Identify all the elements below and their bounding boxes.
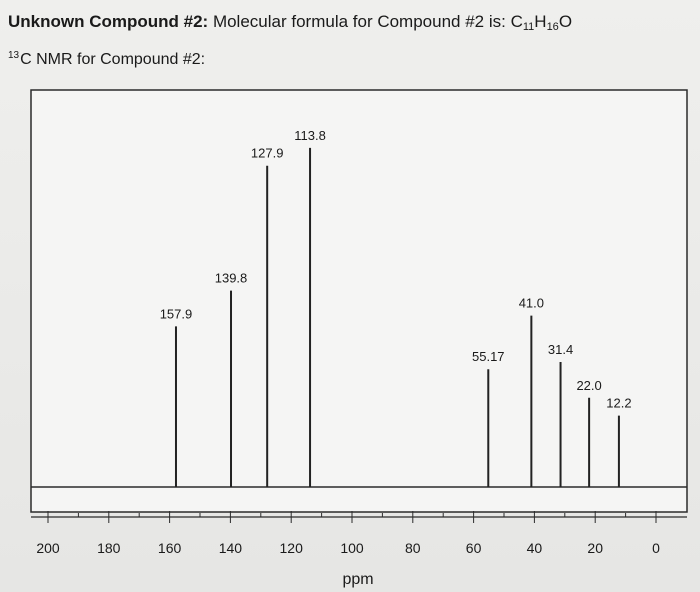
isotope-superscript: 13 <box>8 50 20 61</box>
spectrum-subtitle: 13C NMR for Compound #2: <box>8 50 205 69</box>
plot-area <box>30 89 688 513</box>
x-tick-label: 200 <box>36 540 60 556</box>
x-tick-label: 60 <box>466 540 482 556</box>
x-axis-label: ppm <box>342 571 373 588</box>
peak-label: 31.4 <box>548 342 573 357</box>
x-tick-label: 160 <box>158 540 182 556</box>
peak-label: 55.17 <box>472 349 505 364</box>
subtitle-text: C NMR for Compound #2: <box>20 51 206 68</box>
title-bold: Unknown Compound #2: <box>8 12 209 31</box>
formula-o: O <box>558 12 573 31</box>
peak-label: 22.0 <box>576 378 601 393</box>
page-title: Unknown Compound #2: Molecular formula f… <box>8 12 572 33</box>
x-axis: 200 180 160 140 120 100 80 60 40 20 0 <box>31 511 687 556</box>
peak-label: 139.8 <box>215 271 248 286</box>
x-tick-label: 180 <box>97 540 121 556</box>
peak-label: 12.2 <box>606 396 631 411</box>
x-tick-label: 140 <box>219 540 243 556</box>
peak-label: 127.9 <box>251 146 284 161</box>
x-tick-label: 120 <box>280 540 304 556</box>
peak-label: 41.0 <box>519 296 544 311</box>
x-tick-label: 20 <box>587 540 603 556</box>
x-tick-label: 80 <box>405 540 421 556</box>
peaks-group: 157.9 139.8 127.9 113.8 55.17 41.0 31.4 22.0 12.… <box>160 128 632 487</box>
peak-label: 113.8 <box>294 128 326 143</box>
formula-h: H <box>534 12 547 31</box>
title-text: Molecular formula for Compound #2 is: C <box>208 12 523 31</box>
x-tick-label: 40 <box>527 540 543 556</box>
x-tick-label: 100 <box>340 540 364 556</box>
peak-label: 157.9 <box>160 306 193 321</box>
formula-c-count: 11 <box>522 21 535 33</box>
formula-h-count: 16 <box>546 21 559 33</box>
x-tick-label: 0 <box>652 540 660 556</box>
